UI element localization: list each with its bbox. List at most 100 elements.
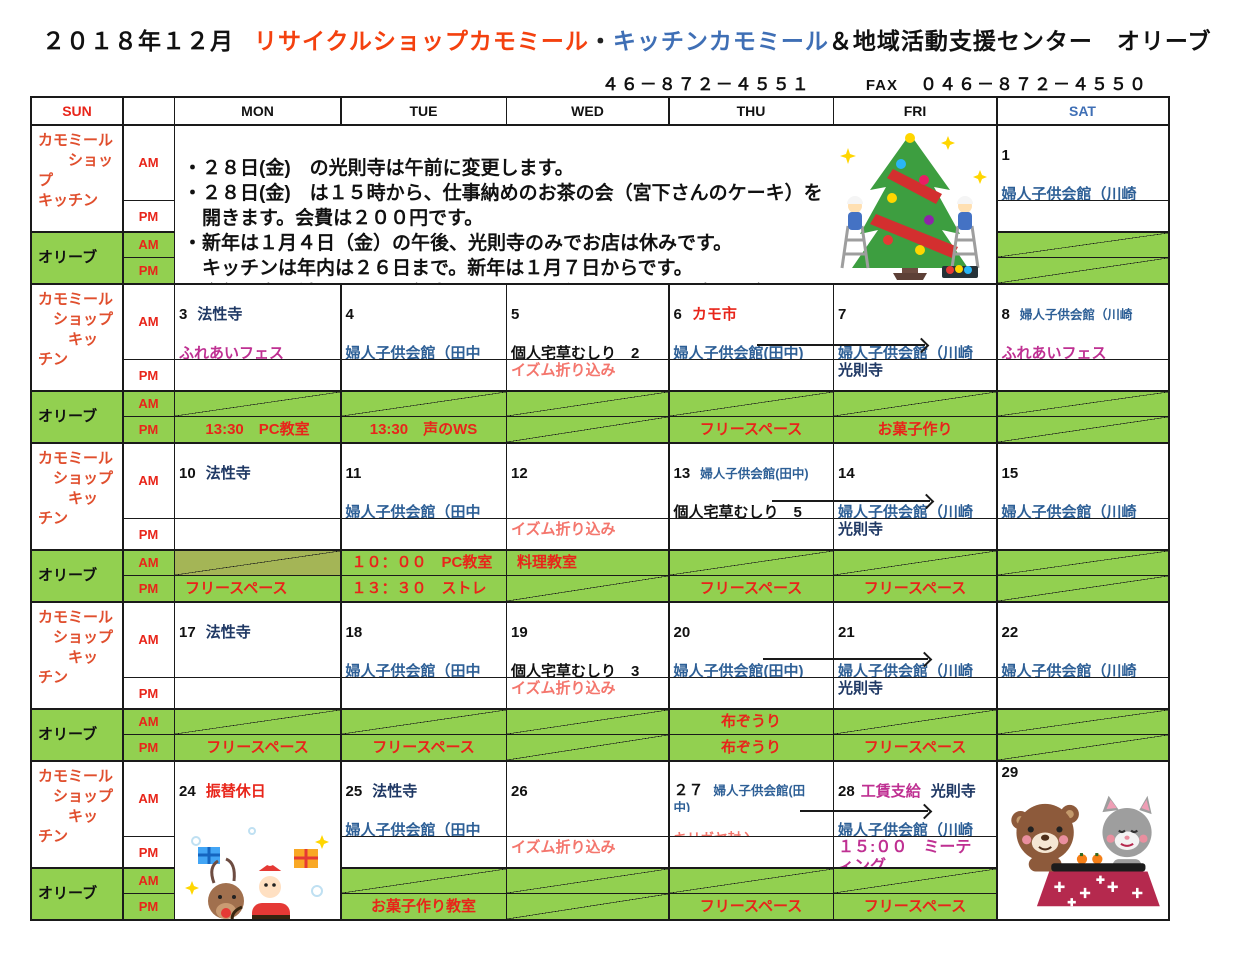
cell-w1-sat-pm <box>997 201 1168 231</box>
label-pm-w2: PM <box>123 360 174 390</box>
label-olive-pm-w2: PM <box>123 417 174 442</box>
cell-w2-sat-olive-am <box>998 392 1168 416</box>
label-olive-w2: オリーブ <box>32 391 122 442</box>
cell-w3-mon-olive-am <box>175 551 340 575</box>
day-number-10: 10 <box>179 464 196 482</box>
schedule-arrow-week5 <box>800 810 928 812</box>
day-number-4: 4 <box>345 305 354 323</box>
label-olive-am-w3: AM <box>123 550 174 575</box>
event-free-space: フリースペース <box>341 735 506 760</box>
event-pc-class: 13:30 PC教室 <box>175 417 340 442</box>
page-title: ２０１８年１２月 リサイクルショップカモミール・キッチンカモミール＆地域活動支援セ… <box>42 22 1211 56</box>
event-free-space: フリースペース <box>175 576 340 601</box>
cell-w5-sat-merged: 29 <box>997 761 1168 919</box>
cell-w2-wed-olive-pm <box>507 417 668 442</box>
label-olive-pm-w4: PM <box>123 735 174 760</box>
day-number-11: 11 <box>345 464 362 482</box>
cell-w2-tue-olive-am <box>342 392 506 416</box>
event-izumu-orikomi: イズム折り込み <box>507 678 668 708</box>
event-fujin-kaikan: 婦人子供会館（川崎 ） <box>838 503 974 518</box>
contact-line: ４６－８７２－４５５１ FAX ０４６－８７２－４５５０ <box>30 70 1148 95</box>
title-month: ２０１８年１２月 <box>42 28 234 54</box>
cell-w2-wed-am: 5 個人宅草むしり 2 人 <box>507 284 668 359</box>
label-pm-w3: PM <box>123 519 174 549</box>
event-kusamushiri: 個人宅草むしり 5 人 <box>673 503 802 518</box>
event-izumu-orikomi: イズム折り込み <box>507 360 668 390</box>
day-number-27: ２７ <box>673 781 704 799</box>
cell-w5-tue-pm <box>341 837 506 867</box>
schedule-arrow-week4 <box>763 658 928 660</box>
day-number-20: 20 <box>673 623 691 641</box>
day-number-18: 18 <box>345 623 363 641</box>
event-stretch: １３：３０ ストレ <box>341 576 506 601</box>
event-free-space: フリースペース <box>175 735 340 760</box>
dow-thu: THU <box>669 98 833 124</box>
cell-w4-sat-olive-am <box>998 710 1168 734</box>
bear-cat-kotatsu-illustration <box>1010 795 1160 906</box>
event-fujin-kaikan: 婦人子供会館（川崎 ） <box>1001 662 1137 677</box>
cell-w2-mon-olive-am <box>175 392 340 416</box>
cell-w2-sat-pm <box>997 360 1168 390</box>
event-okashi-class: お菓子作り教室 <box>341 894 506 919</box>
cell-w5-wed-am: 26 <box>507 761 668 836</box>
event-fujin-kaikan: 婦人子供会館（川崎 ） <box>838 821 974 836</box>
title-olive-center: ＆地域活動支援センター オリーブ <box>828 28 1212 54</box>
day-number-25: 25 <box>345 782 363 800</box>
cell-w1-sat-olive-pm <box>998 258 1168 283</box>
day-note-hosshoji: 法性寺 <box>205 464 251 482</box>
notice-text: ・２８日(金) の光則寺は午前に変更します。 ・２８日(金) は１５時から、仕事… <box>183 157 823 284</box>
day-number-8: 8 <box>1001 305 1010 323</box>
title-recycle-shop: リサイクルショップカモミール <box>254 28 589 54</box>
cell-w2-fri-olive-am <box>834 392 996 416</box>
event-fujin-kaikan: 婦人子供会館（川崎 ） <box>1001 185 1137 200</box>
day-number-1: 1 <box>1001 146 1010 164</box>
day-number-12: 12 <box>511 464 528 482</box>
cell-w1-sat-olive-am <box>998 233 1168 257</box>
label-pm-w5: PM <box>123 837 174 867</box>
cell-w5-tue-olive-am <box>342 869 506 893</box>
cell-w3-sat-olive-pm <box>998 576 1168 601</box>
cell-w2-tue-am: 4 婦人子供会館（田中 ） <box>341 284 506 359</box>
cell-w3-sat-pm <box>997 519 1168 549</box>
event-free-space: フリースペース <box>834 576 996 601</box>
day-number-14: 14 <box>838 464 855 482</box>
day-number-5: 5 <box>511 305 520 323</box>
cell-w3-wed-am: 12 <box>507 443 668 518</box>
santa-reindeer-illustration <box>184 826 329 919</box>
cell-w4-sat-olive-pm <box>998 735 1168 760</box>
day-number-26: 26 <box>511 782 528 800</box>
cell-w5-fri-olive-am <box>834 869 996 893</box>
cell-w3-fri-am: 14 婦人子供会館（川崎 ） <box>834 443 996 518</box>
cell-w4-thu-pm <box>669 678 833 708</box>
day-note-hosshoji: 法性寺 <box>197 305 243 323</box>
event-kosokuji: 光則寺 <box>834 678 996 708</box>
day-number-19: 19 <box>511 623 528 641</box>
day-number-28: 28 <box>838 782 855 800</box>
event-kusamushiri: 個人宅草むしり 2 人 <box>511 344 640 359</box>
label-am-w4: AM <box>123 602 174 677</box>
event-fujin-kaikan: 婦人子供会館(田中) <box>673 344 804 359</box>
monthly-notice: ・２８日(金) の光則寺は午前に変更します。 ・２８日(金) は１５時から、仕事… <box>175 125 996 284</box>
day-note-kochin-shikyu: 工賃支給 <box>860 782 921 800</box>
label-olive-am-w5: AM <box>123 868 174 893</box>
event-fujin-kaikan: 婦人子供会館（川崎 ） <box>1001 503 1137 518</box>
dow-spacer <box>123 98 174 124</box>
day-number-22: 22 <box>1001 623 1019 641</box>
day-number-24: 24 <box>179 782 196 800</box>
cell-w2-thu-olive-am <box>670 392 833 416</box>
cell-w2-thu-pm <box>669 360 833 390</box>
event-izumu-orikomi: イズム折り込み <box>507 837 668 867</box>
event-voice-ws: 13:30 声のWS <box>341 417 506 442</box>
event-nuno-zori: 布ぞうり <box>669 709 833 734</box>
cell-w4-wed-am: 19 個人宅草むしり 3 人 (午後 草処理 クリー <box>507 602 668 677</box>
day-number-29: 29 <box>1001 763 1019 781</box>
label-am-w3: AM <box>123 443 174 518</box>
event-fujin-kaikan: 婦人子供会館(田中) <box>673 662 804 677</box>
day-note-furikae-kyujitsu: 振替休日 <box>205 782 266 800</box>
label-shop-kitchen-w2: カモミール ショップ キッ チン <box>32 284 122 390</box>
event-fujin-kaikan: 婦人子供会館（田中 ） <box>345 821 481 836</box>
event-kosokuji: 光則寺 <box>834 360 996 390</box>
